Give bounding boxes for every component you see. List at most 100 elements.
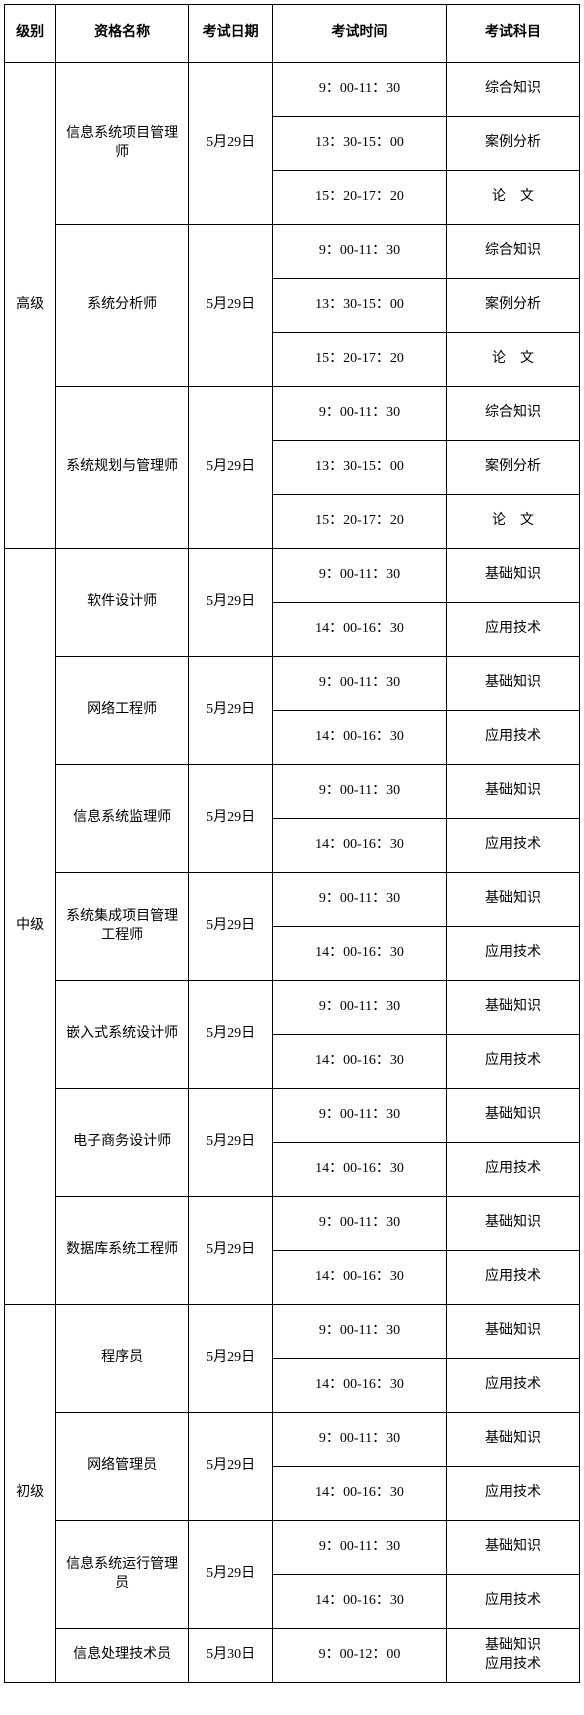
exam-time-cell: 9：00-11：30 bbox=[273, 1413, 447, 1467]
table-row: 系统分析师5月29日9：00-11：30综合知识 bbox=[5, 225, 580, 279]
table-row: 信息处理技术员5月30日9：00-12：00基础知识应用技术 bbox=[5, 1629, 580, 1683]
exam-time-cell: 15：20-17：20 bbox=[273, 495, 447, 549]
exam-time-cell: 13：30-15：00 bbox=[273, 117, 447, 171]
cert-name-cell: 数据库系统工程师 bbox=[56, 1197, 189, 1305]
exam-subject-cell: 案例分析 bbox=[446, 441, 579, 495]
exam-subject-cell: 应用技术 bbox=[446, 1467, 579, 1521]
exam-time-cell: 14：00-16：30 bbox=[273, 927, 447, 981]
exam-time-cell: 14：00-16：30 bbox=[273, 819, 447, 873]
exam-time-cell: 9：00-11：30 bbox=[273, 873, 447, 927]
exam-date-cell: 5月29日 bbox=[189, 1305, 273, 1413]
cert-name-cell: 信息处理技术员 bbox=[56, 1629, 189, 1683]
table-row: 嵌入式系统设计师5月29日9：00-11：30基础知识 bbox=[5, 981, 580, 1035]
exam-time-cell: 9：00-11：30 bbox=[273, 1305, 447, 1359]
exam-subject-cell: 综合知识 bbox=[446, 387, 579, 441]
table-body: 高级信息系统项目管理师5月29日9：00-11：30综合知识13：30-15：0… bbox=[5, 63, 580, 1683]
exam-subject-cell: 应用技术 bbox=[446, 1035, 579, 1089]
exam-time-cell: 9：00-11：30 bbox=[273, 549, 447, 603]
exam-time-cell: 9：00-11：30 bbox=[273, 1089, 447, 1143]
cert-name-cell: 信息系统监理师 bbox=[56, 765, 189, 873]
exam-time-cell: 14：00-16：30 bbox=[273, 1575, 447, 1629]
exam-time-cell: 9：00-12：00 bbox=[273, 1629, 447, 1683]
exam-date-cell: 5月29日 bbox=[189, 657, 273, 765]
exam-subject-cell: 论 文 bbox=[446, 495, 579, 549]
table-row: 系统集成项目管理工程师5月29日9：00-11：30基础知识 bbox=[5, 873, 580, 927]
exam-time-cell: 14：00-16：30 bbox=[273, 1143, 447, 1197]
exam-time-cell: 9：00-11：30 bbox=[273, 63, 447, 117]
exam-time-cell: 14：00-16：30 bbox=[273, 1359, 447, 1413]
exam-subject-cell: 应用技术 bbox=[446, 819, 579, 873]
table-row: 信息系统运行管理员5月29日9：00-11：30基础知识 bbox=[5, 1521, 580, 1575]
exam-subject-cell: 基础知识 bbox=[446, 765, 579, 819]
exam-time-cell: 9：00-11：30 bbox=[273, 765, 447, 819]
exam-date-cell: 5月29日 bbox=[189, 549, 273, 657]
cert-name-cell: 信息系统项目管理师 bbox=[56, 63, 189, 225]
exam-subject-cell: 案例分析 bbox=[446, 279, 579, 333]
exam-subject-cell: 基础知识 bbox=[446, 1521, 579, 1575]
exam-subject-cell: 应用技术 bbox=[446, 1251, 579, 1305]
exam-date-cell: 5月29日 bbox=[189, 387, 273, 549]
exam-date-cell: 5月29日 bbox=[189, 765, 273, 873]
exam-subject-cell: 基础知识应用技术 bbox=[446, 1629, 579, 1683]
exam-subject-cell: 基础知识 bbox=[446, 1197, 579, 1251]
exam-time-cell: 14：00-16：30 bbox=[273, 711, 447, 765]
cert-name-cell: 电子商务设计师 bbox=[56, 1089, 189, 1197]
exam-date-cell: 5月29日 bbox=[189, 1521, 273, 1629]
exam-time-cell: 9：00-11：30 bbox=[273, 1521, 447, 1575]
cert-name-cell: 网络工程师 bbox=[56, 657, 189, 765]
level-cell: 高级 bbox=[5, 63, 56, 549]
header-level: 级别 bbox=[5, 5, 56, 63]
exam-subject-cell: 基础知识 bbox=[446, 981, 579, 1035]
exam-subject-cell: 基础知识 bbox=[446, 657, 579, 711]
header-date: 考试日期 bbox=[189, 5, 273, 63]
level-cell: 中级 bbox=[5, 549, 56, 1305]
exam-time-cell: 14：00-16：30 bbox=[273, 603, 447, 657]
exam-time-cell: 9：00-11：30 bbox=[273, 657, 447, 711]
exam-subject-cell: 综合知识 bbox=[446, 225, 579, 279]
exam-date-cell: 5月30日 bbox=[189, 1629, 273, 1683]
cert-name-cell: 嵌入式系统设计师 bbox=[56, 981, 189, 1089]
cert-name-cell: 系统规划与管理师 bbox=[56, 387, 189, 549]
exam-time-cell: 14：00-16：30 bbox=[273, 1251, 447, 1305]
exam-time-cell: 15：20-17：20 bbox=[273, 333, 447, 387]
exam-date-cell: 5月29日 bbox=[189, 1197, 273, 1305]
table-row: 电子商务设计师5月29日9：00-11：30基础知识 bbox=[5, 1089, 580, 1143]
exam-date-cell: 5月29日 bbox=[189, 1089, 273, 1197]
exam-time-cell: 15：20-17：20 bbox=[273, 171, 447, 225]
exam-time-cell: 9：00-11：30 bbox=[273, 1197, 447, 1251]
exam-subject-cell: 应用技术 bbox=[446, 1143, 579, 1197]
header-subject: 考试科目 bbox=[446, 5, 579, 63]
exam-subject-cell: 应用技术 bbox=[446, 1359, 579, 1413]
exam-subject-cell: 案例分析 bbox=[446, 117, 579, 171]
table-header-row: 级别 资格名称 考试日期 考试时间 考试科目 bbox=[5, 5, 580, 63]
exam-subject-cell: 论 文 bbox=[446, 333, 579, 387]
cert-name-cell: 程序员 bbox=[56, 1305, 189, 1413]
exam-time-cell: 14：00-16：30 bbox=[273, 1467, 447, 1521]
exam-subject-cell: 应用技术 bbox=[446, 927, 579, 981]
exam-subject-cell: 综合知识 bbox=[446, 63, 579, 117]
cert-name-cell: 网络管理员 bbox=[56, 1413, 189, 1521]
exam-date-cell: 5月29日 bbox=[189, 225, 273, 387]
exam-subject-cell: 基础知识 bbox=[446, 1305, 579, 1359]
header-time: 考试时间 bbox=[273, 5, 447, 63]
exam-schedule-table: 级别 资格名称 考试日期 考试时间 考试科目 高级信息系统项目管理师5月29日9… bbox=[4, 4, 580, 1683]
exam-time-cell: 9：00-11：30 bbox=[273, 387, 447, 441]
table-row: 初级程序员5月29日9：00-11：30基础知识 bbox=[5, 1305, 580, 1359]
table-row: 数据库系统工程师5月29日9：00-11：30基础知识 bbox=[5, 1197, 580, 1251]
table-row: 系统规划与管理师5月29日9：00-11：30综合知识 bbox=[5, 387, 580, 441]
exam-date-cell: 5月29日 bbox=[189, 1413, 273, 1521]
exam-subject-cell: 应用技术 bbox=[446, 1575, 579, 1629]
cert-name-cell: 系统分析师 bbox=[56, 225, 189, 387]
exam-date-cell: 5月29日 bbox=[189, 873, 273, 981]
exam-subject-cell: 基础知识 bbox=[446, 1413, 579, 1467]
exam-time-cell: 9：00-11：30 bbox=[273, 981, 447, 1035]
cert-name-cell: 信息系统运行管理员 bbox=[56, 1521, 189, 1629]
exam-date-cell: 5月29日 bbox=[189, 981, 273, 1089]
exam-subject-cell: 基础知识 bbox=[446, 873, 579, 927]
level-cell: 初级 bbox=[5, 1305, 56, 1683]
table-row: 网络工程师5月29日9：00-11：30基础知识 bbox=[5, 657, 580, 711]
cert-name-cell: 软件设计师 bbox=[56, 549, 189, 657]
exam-time-cell: 14：00-16：30 bbox=[273, 1035, 447, 1089]
cert-name-cell: 系统集成项目管理工程师 bbox=[56, 873, 189, 981]
exam-subject-cell: 基础知识 bbox=[446, 549, 579, 603]
